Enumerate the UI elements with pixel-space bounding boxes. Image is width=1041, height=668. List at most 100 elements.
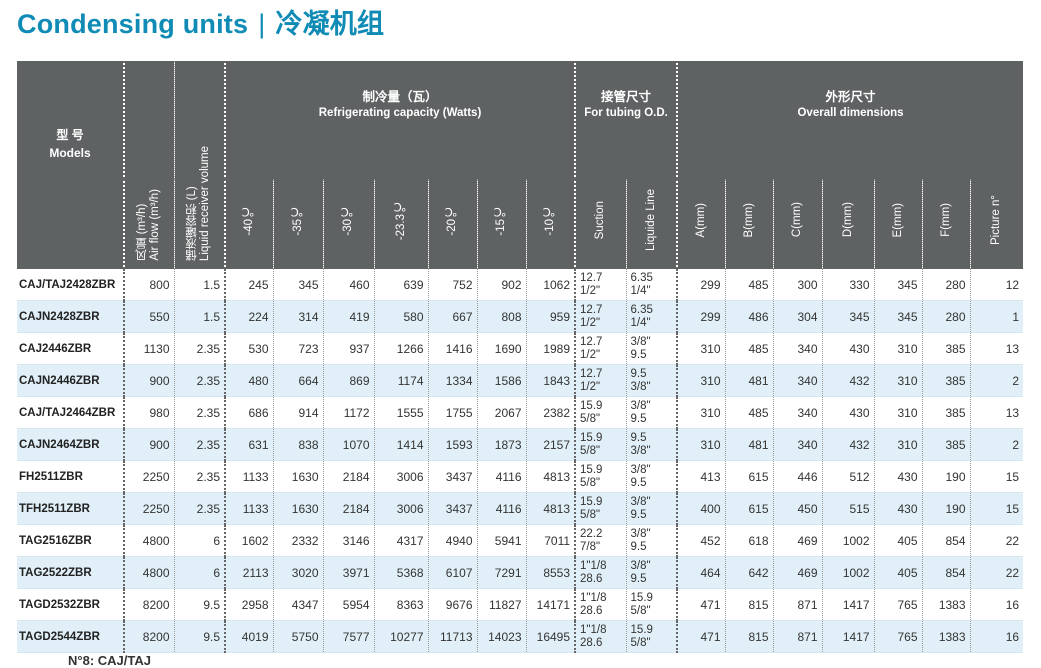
dimension-cell: 1417 <box>821 588 875 621</box>
capacity-cell: 1593 <box>427 428 477 461</box>
capacity-cell: 2382 <box>525 396 576 429</box>
suction-cell-bot: 5/8" <box>580 476 601 489</box>
liquid-line-cell-bot: 9.5 <box>630 508 647 521</box>
model-cell: CAJN2464ZBR <box>17 428 124 461</box>
dimension-cell: 310 <box>873 364 923 397</box>
table-row: CAJ2446ZBR 1130 2.35 530 723 937 1266 1416 1690 1… <box>17 332 1024 365</box>
suction-cell-bot: 1/2" <box>580 284 601 297</box>
temp-header: -10℃ <box>525 179 576 269</box>
capacity-cell: 686 <box>224 396 273 429</box>
capacity-cell: 245 <box>224 269 273 301</box>
capacity-cell: 1070 <box>322 428 374 461</box>
capacity-cell: 1133 <box>224 460 273 493</box>
suction-cell-top: 1"1/8 <box>580 623 607 636</box>
suction-cell-top: 12.7 <box>580 271 603 284</box>
suction-cell-top: 12.7 <box>580 303 603 316</box>
model-cell: CAJ/TAJ2464ZBR <box>19 406 116 419</box>
tubing-header: 接管尺寸 For tubing O.D. <box>574 61 678 179</box>
suction-label: Suction <box>594 200 607 240</box>
dimension-cell: 190 <box>921 460 971 493</box>
suction-cell-bot: 1/2" <box>580 316 601 329</box>
capacity-cell: 3437 <box>427 492 477 525</box>
dimension-cell: 413 <box>676 460 726 493</box>
capacity-cell: 4116 <box>476 492 526 525</box>
receiver-cell: 2.35 <box>173 364 225 397</box>
dimension-cell: 432 <box>821 428 875 461</box>
air-flow-cell: 4800 <box>123 556 174 589</box>
dimension-cell: 385 <box>921 332 971 365</box>
dimension-cell: 485 <box>724 269 774 301</box>
dim-label: D(mm) <box>841 202 854 238</box>
liquid-line-cell-bot: 3/8" <box>630 380 651 393</box>
picture-number-label: Picture n° <box>990 195 1003 245</box>
dimension-cell: 300 <box>772 269 823 301</box>
liquid-line-cell: 6.35 1/4" <box>625 269 678 301</box>
capacity-cell: 5750 <box>272 620 323 653</box>
suction-header: Suction <box>574 179 627 269</box>
dimension-cell: 464 <box>676 556 726 589</box>
model-cell: TAGD2532ZBR <box>19 598 100 611</box>
dim-header: A(mm) <box>676 179 726 269</box>
dimension-cell: 405 <box>873 556 923 589</box>
air-flow-cell: 2250 <box>123 492 174 525</box>
air-flow-header-text: 风量 (m³/h) Air flow (m³/h) <box>136 189 162 261</box>
dimension-cell: 385 <box>921 428 971 461</box>
dimension-cell: 430 <box>821 332 875 365</box>
liquid-line-cell-bot: 9.5 <box>630 348 647 361</box>
capacity-cell: 1755 <box>427 396 477 429</box>
table-row: CAJ/TAJ2428ZBR 800 1.5 245 345 460 639 752 902 10… <box>17 269 1024 301</box>
receiver-cell: 2.35 <box>173 428 225 461</box>
dimension-cell: 345 <box>873 300 923 333</box>
capacity-cell: 530 <box>224 332 273 365</box>
capacity-cell: 4317 <box>373 524 428 557</box>
capacity-cell: 7291 <box>476 556 526 589</box>
liquid-line-cell: 6.35 1/4" <box>625 300 678 333</box>
capacity-cell: 5954 <box>322 588 374 621</box>
capacity-cell: 419 <box>322 300 374 333</box>
capacity-cell: 3006 <box>373 492 428 525</box>
picture-number-cell: 16 <box>969 588 1024 621</box>
dimension-cell: 280 <box>921 269 971 301</box>
overall-header-en: Overall dimensions <box>797 107 904 119</box>
receiver-cell: 1.5 <box>173 300 225 333</box>
capacity-cell: 8363 <box>373 588 428 621</box>
suction-cell: 1"1/8 28.6 <box>574 620 627 653</box>
dimension-cell: 471 <box>676 588 726 621</box>
picture-number-cell: 16 <box>969 620 1024 653</box>
suction-cell-top: 15.9 <box>580 463 603 476</box>
dimension-cell: 452 <box>676 524 726 557</box>
dimension-cell: 299 <box>676 269 726 301</box>
suction-cell: 1"1/8 28.6 <box>574 588 627 621</box>
picture-number-cell: 22 <box>969 556 1024 589</box>
capacity-cell: 1414 <box>373 428 428 461</box>
temp-header: -20℃ <box>427 179 477 269</box>
dimension-cell: 450 <box>772 492 823 525</box>
dimension-cell: 469 <box>772 556 823 589</box>
capacity-cell: 1690 <box>476 332 526 365</box>
receiver-cell: 2.35 <box>173 396 225 429</box>
models-header-zh: 型 号 <box>56 128 84 142</box>
capacity-cell: 4940 <box>427 524 477 557</box>
air-flow-cell: 900 <box>123 428 174 461</box>
dimension-cell: 765 <box>873 620 923 653</box>
capacity-cell: 3146 <box>322 524 374 557</box>
capacity-cell: 6107 <box>427 556 477 589</box>
suction-cell-bot: 5/8" <box>580 412 601 425</box>
dimension-cell: 310 <box>676 396 726 429</box>
liquid-line-cell: 3/8" 9.5 <box>625 524 678 557</box>
dimension-cell: 515 <box>821 492 875 525</box>
capacity-cell: 808 <box>476 300 526 333</box>
liquid-line-cell-top: 3/8" <box>630 335 651 348</box>
model-cell: CAJ/TAJ2428ZBR <box>19 278 116 291</box>
liquid-line-cell: 3/8" 9.5 <box>625 332 678 365</box>
dimension-cell: 1002 <box>821 524 875 557</box>
capacity-cell: 664 <box>272 364 323 397</box>
dimension-cell: 345 <box>873 269 923 301</box>
dimension-cell: 310 <box>676 364 726 397</box>
dimension-cell: 304 <box>772 300 823 333</box>
capacity-cell: 14023 <box>476 620 526 653</box>
capacity-cell: 2113 <box>224 556 273 589</box>
title-en: Condensing units <box>17 9 249 39</box>
capacity-cell: 1989 <box>525 332 576 365</box>
temp-label: -20℃ <box>446 204 458 236</box>
